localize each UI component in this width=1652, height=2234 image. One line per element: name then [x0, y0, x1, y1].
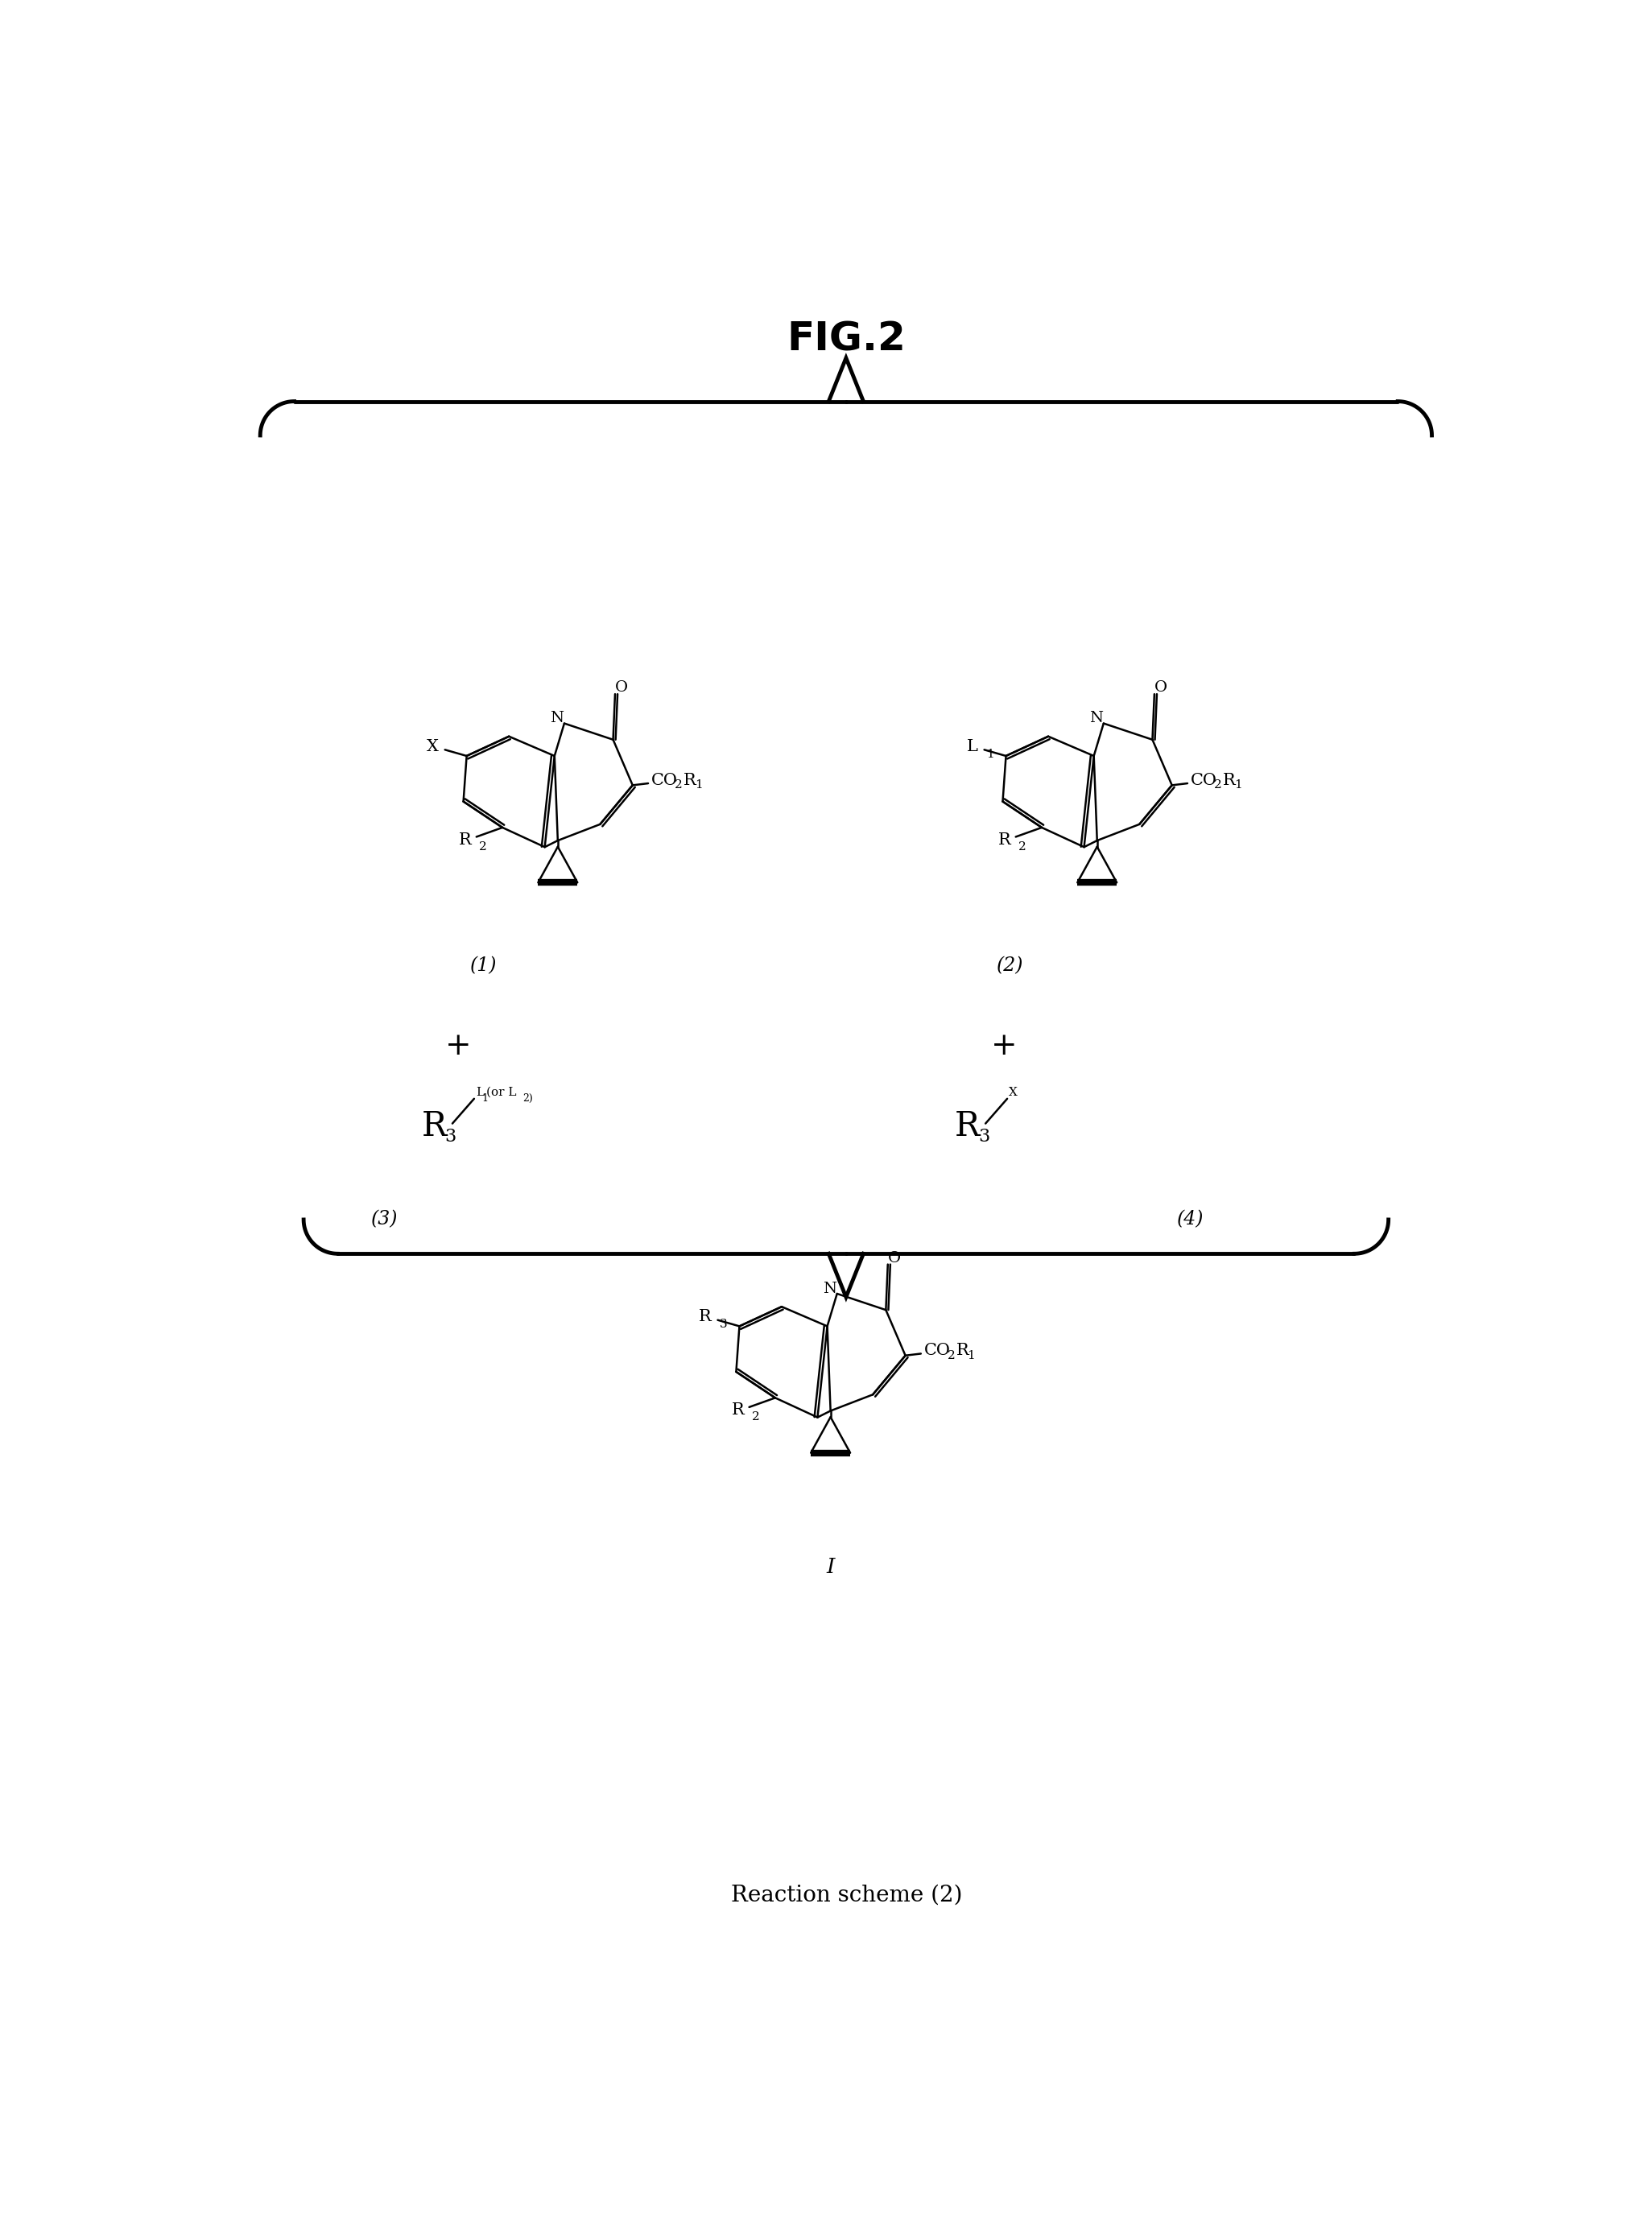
- Text: R: R: [421, 1110, 446, 1144]
- Text: CO: CO: [1191, 773, 1218, 789]
- Text: +: +: [446, 1032, 472, 1061]
- Text: L: L: [476, 1088, 484, 1099]
- Text: O: O: [615, 681, 628, 695]
- Text: O: O: [887, 1251, 900, 1264]
- Text: N: N: [550, 710, 563, 726]
- Text: (or L: (or L: [486, 1088, 517, 1099]
- Text: CO: CO: [923, 1343, 950, 1358]
- Text: 3: 3: [978, 1128, 990, 1146]
- Text: 1: 1: [482, 1092, 489, 1104]
- Text: 2: 2: [752, 1412, 760, 1423]
- Text: R: R: [699, 1309, 712, 1325]
- Text: 2: 2: [479, 842, 487, 853]
- Text: X: X: [426, 739, 439, 755]
- Text: R: R: [998, 833, 1011, 847]
- Text: 1: 1: [986, 748, 995, 760]
- Text: L: L: [966, 739, 978, 755]
- Text: (1): (1): [469, 956, 497, 974]
- Text: R: R: [955, 1110, 980, 1144]
- Text: 1: 1: [694, 780, 702, 791]
- Text: 2: 2: [674, 780, 682, 791]
- Text: X: X: [1009, 1088, 1018, 1099]
- Text: FIG.2: FIG.2: [786, 319, 907, 360]
- Text: 3: 3: [444, 1128, 456, 1146]
- Text: 1: 1: [1234, 780, 1242, 791]
- Text: 2: 2: [1214, 780, 1222, 791]
- Text: 2): 2): [522, 1092, 532, 1104]
- Text: (2): (2): [996, 956, 1024, 974]
- Text: 3: 3: [720, 1318, 727, 1329]
- Text: N: N: [1089, 710, 1104, 726]
- Text: R: R: [957, 1343, 968, 1358]
- Text: N: N: [823, 1282, 836, 1296]
- Text: +: +: [991, 1032, 1018, 1061]
- Text: R: R: [459, 833, 471, 847]
- Text: R: R: [732, 1403, 743, 1419]
- Text: I: I: [826, 1557, 834, 1577]
- Text: R: R: [684, 773, 695, 789]
- Text: CO: CO: [651, 773, 677, 789]
- Text: (4): (4): [1176, 1211, 1204, 1229]
- Text: 2: 2: [1018, 842, 1026, 853]
- Text: Reaction scheme (2): Reaction scheme (2): [730, 1885, 963, 1906]
- Text: R: R: [1222, 773, 1236, 789]
- Text: 1: 1: [968, 1349, 975, 1361]
- Text: O: O: [1155, 681, 1166, 695]
- Text: (3): (3): [370, 1211, 398, 1229]
- Text: 2: 2: [948, 1349, 955, 1361]
